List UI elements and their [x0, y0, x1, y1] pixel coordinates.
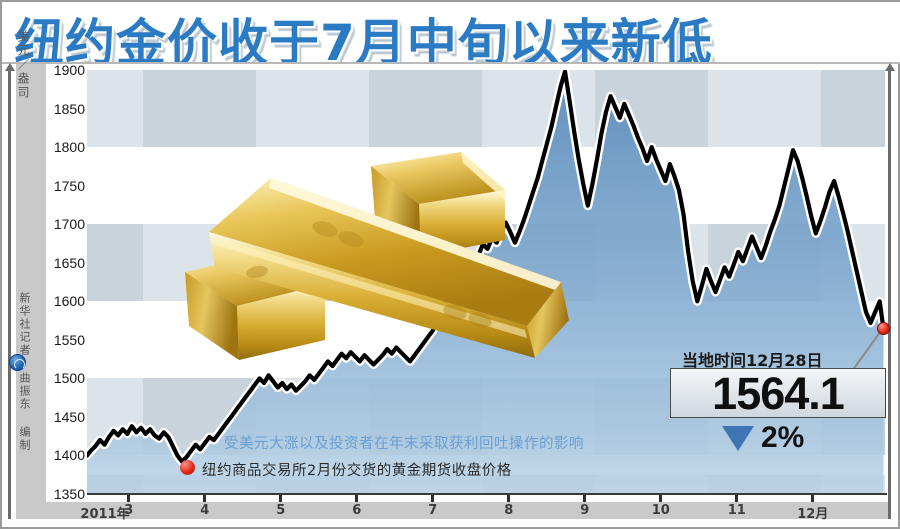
x-axis-tick-mark: [279, 495, 283, 502]
x-axis-tick-mark: [811, 495, 815, 502]
credit-label: 新华社记者 曲振东 编制: [18, 292, 31, 452]
triangle-down-icon: [722, 425, 754, 451]
x-axis-tick-label: 9: [580, 503, 590, 518]
y-axis-tick-label: 1500: [53, 370, 85, 387]
x-axis-line: [87, 493, 887, 495]
x-axis-tick-label: 2011年: [80, 507, 130, 522]
y-axis-tick-label: 1700: [53, 216, 85, 233]
x-axis-tick-label: 3: [124, 503, 134, 518]
chart-band-cell: [369, 70, 482, 148]
y-axis-tick-label: 1450: [53, 408, 85, 425]
x-axis-tick-label: 7: [428, 503, 438, 518]
chart-band-cell: [821, 70, 885, 148]
chart-band-cell: [87, 224, 143, 302]
caption-series-name: 纽约商品交易所2月份交货的黄金期货收盘价格: [202, 463, 512, 479]
callout-date-label: 当地时间12月28日: [682, 351, 823, 370]
title-divider: [2, 62, 900, 64]
x-axis-tick-label: 10: [651, 503, 670, 518]
y-axis-arrow-right: [884, 63, 895, 519]
xinhua-logo-icon: [9, 354, 26, 371]
x-axis-tick-mark: [735, 495, 739, 502]
y-axis-tick-label: 1850: [53, 100, 85, 117]
y-axis-unit-label: 美元／盎司: [16, 30, 30, 100]
y-axis-tick-label: 1650: [53, 254, 85, 271]
x-axis-tick-mark: [659, 495, 663, 502]
y-axis-tick-label: 1800: [53, 139, 85, 156]
y-axis-labels: 1900 1850 1800 1750 1700 1650 1600 1550 1500 1450…: [48, 62, 88, 504]
x-axis-tick-mark: [203, 495, 207, 502]
x-axis-tick-mark: [507, 495, 511, 502]
y-axis-tick-label: 1400: [53, 447, 85, 464]
y-axis-arrow-left: [4, 63, 15, 519]
x-axis-tick-label: 4: [200, 503, 210, 518]
x-axis-tick-mark: [431, 495, 435, 502]
x-axis-tick-mark: [355, 495, 359, 502]
callout-change-pct: 2%: [761, 421, 805, 454]
x-axis-tick-label: 11: [727, 503, 746, 518]
x-axis-tick-label: 6: [352, 503, 362, 518]
last-point-marker: [876, 322, 890, 336]
chart-band-cell: [708, 70, 821, 148]
callout-value: 1564.1: [712, 367, 845, 419]
callout-change: 2%: [722, 421, 804, 455]
x-axis-tick-label: 8: [504, 503, 514, 518]
callout-value-box: 1564.1: [670, 368, 886, 418]
page-title: 纽约金价收于7月中旬以来新低: [14, 14, 713, 64]
x-label-strip: [16, 502, 888, 519]
x-axis-tick-mark: [127, 495, 131, 502]
caption-reason: 受美元大涨以及投资者在年末采取获利回吐操作的影响: [224, 436, 584, 452]
x-axis-tick-label: 5: [276, 503, 286, 518]
chart-band: [87, 70, 885, 148]
x-axis-tick-label: 12月: [797, 507, 829, 522]
y-axis-tick-label: 1900: [53, 62, 85, 78]
price-line: [87, 70, 885, 464]
left-label-strip: [16, 64, 46, 519]
gold-bars-illustration: [185, 152, 569, 360]
chart-band-cell: [143, 70, 256, 148]
chart-band-cell: [87, 70, 143, 148]
x-axis-tick-mark: [583, 495, 587, 502]
red-dot-icon: [180, 460, 195, 475]
y-axis-tick-label: 1350: [53, 486, 85, 502]
title-band: 纽约金价收于7月中旬以来新低: [2, 2, 900, 64]
y-axis-tick-label: 1600: [53, 293, 85, 310]
chart-band-cell: [256, 70, 369, 148]
y-axis-tick-label: 1750: [53, 177, 85, 194]
y-axis-tick-label: 1550: [53, 331, 85, 348]
